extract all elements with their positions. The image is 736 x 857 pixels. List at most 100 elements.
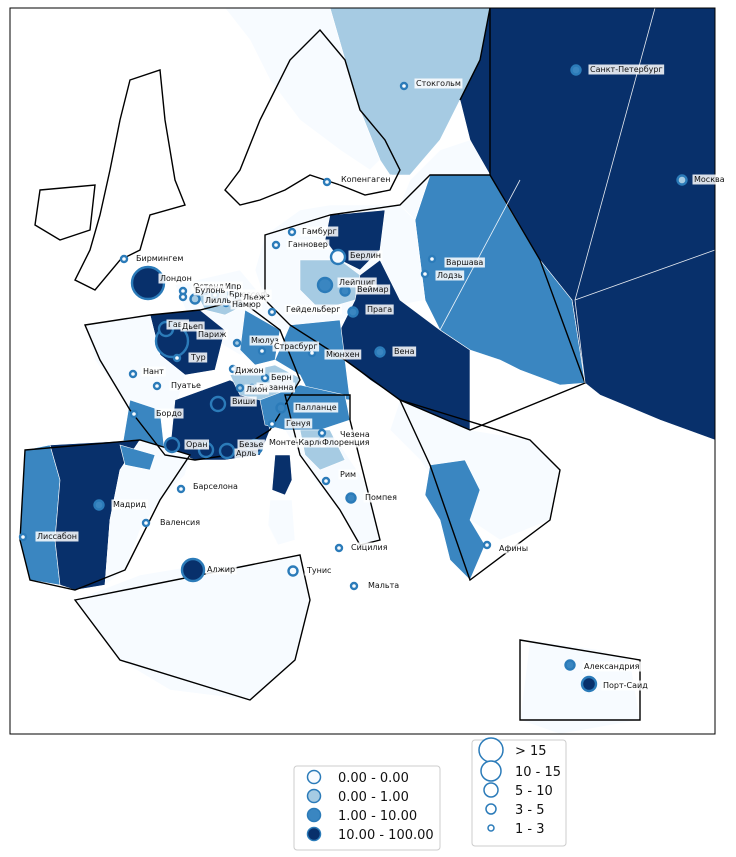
city-name: Чезена bbox=[340, 430, 370, 439]
city-label-background bbox=[134, 253, 185, 264]
city-label-background bbox=[241, 292, 268, 303]
city-label: Гавр bbox=[166, 319, 190, 330]
city-label: Мадрид bbox=[111, 499, 149, 510]
city-name: Лозанна bbox=[258, 383, 294, 392]
city-label-background bbox=[348, 250, 383, 261]
legend-size-circle bbox=[485, 803, 497, 815]
legend-color-swatch bbox=[306, 769, 322, 785]
city-label-background bbox=[338, 429, 372, 440]
city-label: Нант bbox=[141, 366, 166, 377]
city-name: Гейдельберг bbox=[286, 305, 340, 314]
city-name: Лондон bbox=[160, 274, 192, 283]
city-label: Мальта bbox=[366, 580, 401, 591]
city-label-background bbox=[349, 542, 390, 553]
city-name: Варшава bbox=[446, 258, 483, 267]
city-label-background bbox=[588, 64, 665, 75]
region-norway bbox=[224, 7, 381, 171]
city-label-background bbox=[158, 273, 194, 284]
city-marker bbox=[128, 369, 138, 379]
city-marker bbox=[180, 557, 206, 583]
city-label-background bbox=[193, 285, 227, 296]
city-marker bbox=[287, 565, 299, 577]
city-name: Мальта bbox=[368, 581, 399, 590]
city-marker bbox=[141, 518, 151, 528]
city-label: Копенгаген bbox=[339, 174, 392, 185]
color-legend: 0.00 - 0.00 0.00 - 1.00 1.00 - 10.00 10.00 … bbox=[293, 765, 441, 851]
city-label-background bbox=[392, 346, 417, 357]
city-name: Дижон bbox=[235, 366, 264, 375]
choropleth-regions bbox=[19, 7, 716, 735]
city-name: Сицилия bbox=[351, 543, 388, 552]
city-name: Порт-Саид bbox=[603, 681, 648, 690]
city-name: Гамбург bbox=[302, 227, 337, 236]
city-label: Сицилия bbox=[349, 542, 390, 553]
city-name: Валенсия bbox=[160, 518, 200, 527]
legend-size-label: 5 - 10 bbox=[515, 784, 553, 799]
city-marker bbox=[339, 285, 351, 297]
city-label: Берлин bbox=[348, 250, 383, 261]
city-label: Помпея bbox=[363, 492, 399, 503]
city-name: Алжир bbox=[207, 565, 235, 574]
city-label-background bbox=[205, 564, 237, 575]
city-label: Намюр bbox=[230, 299, 263, 310]
legend-size-circle bbox=[487, 824, 495, 832]
city-label-background bbox=[300, 226, 339, 237]
legend-color-label: 0.00 - 1.00 bbox=[338, 790, 409, 805]
region-baltic bbox=[399, 139, 491, 221]
city-label-background bbox=[692, 174, 727, 185]
city-marker bbox=[267, 307, 277, 317]
city-marker bbox=[271, 240, 281, 250]
city-label-background bbox=[35, 531, 79, 542]
city-name: Бордо bbox=[156, 409, 182, 418]
city-marker bbox=[152, 381, 162, 391]
city-name: Берн bbox=[271, 373, 292, 382]
city-label-background bbox=[339, 174, 392, 185]
city-marker bbox=[257, 346, 267, 356]
city-name: Дьеп bbox=[182, 322, 203, 331]
legend-color-label: 0.00 - 0.00 bbox=[338, 771, 409, 786]
city-name: Вена bbox=[394, 347, 415, 356]
legend-size-label: > 15 bbox=[515, 744, 547, 759]
legend-color-swatch bbox=[306, 826, 322, 842]
city-label: Виши bbox=[230, 396, 257, 407]
city-label-background bbox=[184, 439, 210, 450]
city-label-background bbox=[363, 492, 399, 503]
city-label: Лилль bbox=[203, 295, 233, 306]
city-label-background bbox=[337, 277, 377, 288]
city-name: Тур bbox=[190, 353, 206, 362]
city-label-background bbox=[284, 418, 313, 429]
city-name: Афины bbox=[499, 544, 528, 553]
city-marker bbox=[321, 476, 331, 486]
city-marker bbox=[482, 540, 492, 550]
city-label: Варшава bbox=[444, 257, 485, 268]
city-label-background bbox=[249, 335, 281, 346]
city-marker bbox=[18, 532, 28, 542]
city-marker bbox=[176, 484, 186, 494]
city-label: Тунис bbox=[304, 565, 333, 576]
city-marker bbox=[399, 81, 409, 91]
city-label-background bbox=[111, 499, 149, 510]
city-marker bbox=[580, 675, 598, 693]
city-name: Париж bbox=[198, 330, 226, 339]
map-frame bbox=[9, 7, 716, 735]
city-name: Барселона bbox=[193, 482, 238, 491]
city-name: Гавр bbox=[168, 320, 188, 329]
city-label: Бордо bbox=[154, 408, 184, 419]
city-label: Порт-Саид bbox=[601, 680, 650, 691]
city-label: Лондон bbox=[158, 273, 194, 284]
city-name: Александрия bbox=[584, 662, 640, 671]
city-name: Копенгаген bbox=[341, 175, 390, 184]
city-marker bbox=[267, 419, 277, 429]
city-label-background bbox=[286, 239, 330, 250]
city-label-background bbox=[230, 299, 263, 310]
city-marker bbox=[260, 373, 270, 383]
city-marker bbox=[349, 581, 359, 591]
city-label: Гейдельберг bbox=[284, 304, 342, 315]
legend-color-label: 1.00 - 10.00 bbox=[338, 809, 417, 824]
region-balkans bbox=[389, 399, 561, 541]
city-label: Санкт-Петербург bbox=[588, 64, 665, 75]
city-label: Чезена bbox=[338, 429, 372, 440]
city-name: Генуя bbox=[286, 419, 311, 428]
color-legend-box bbox=[293, 765, 441, 851]
